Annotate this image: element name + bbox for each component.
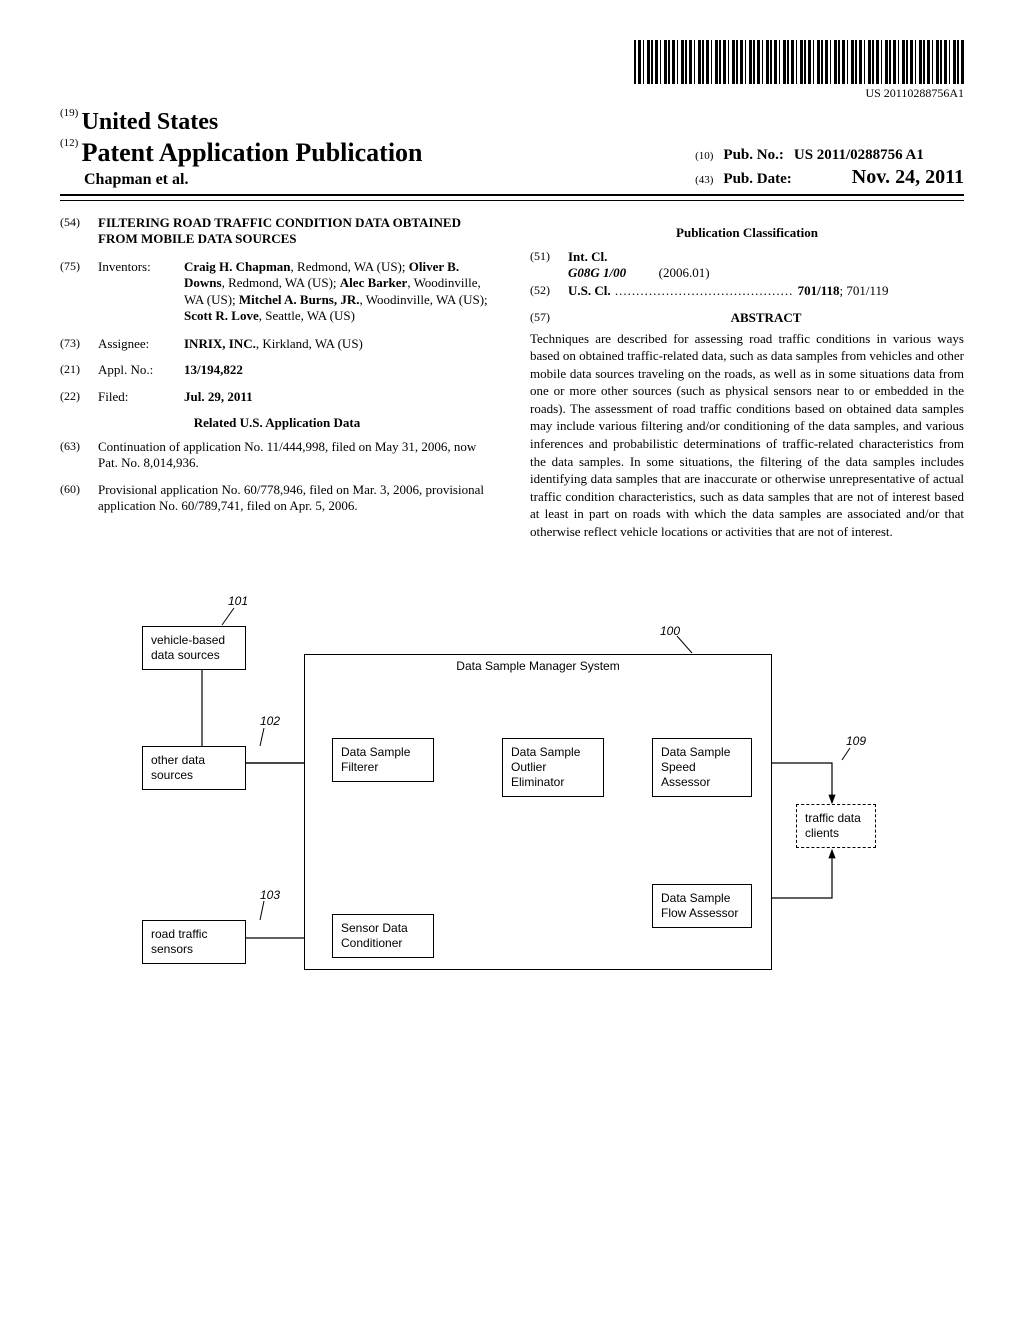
field-54-num: (54) — [60, 215, 88, 248]
figure-diagram: 101 102 103 100 104 105 106 107 108 109 … — [132, 588, 892, 1008]
classification-head: Publication Classification — [530, 225, 964, 241]
barcode — [634, 40, 964, 84]
box-outlier-eliminator: Data SampleOutlierEliminator — [502, 738, 604, 797]
field-57-num: (57) — [530, 310, 558, 326]
pubdate-value: Nov. 24, 2011 — [852, 165, 964, 190]
code-43: (43) — [695, 174, 713, 188]
label-109: 109 — [846, 734, 866, 749]
box-flow-assessor: Data SampleFlow Assessor — [652, 884, 752, 928]
field-21-num: (21) — [60, 362, 88, 378]
appl-no: 13/194,822 — [184, 362, 494, 378]
abstract-text: Techniques are described for assessing r… — [530, 330, 964, 541]
field-51-label: Int. Cl. — [568, 249, 607, 264]
dsms-title: Data Sample Manager System — [456, 659, 619, 673]
field-52-label: U.S. Cl. — [568, 283, 611, 298]
intcl-code: G08G 1/00 — [568, 265, 626, 280]
field-60-num: (60) — [60, 482, 88, 515]
code-10: (10) — [695, 150, 713, 164]
label-103: 103 — [260, 888, 280, 903]
pubdate-label: Pub. Date: — [723, 170, 791, 189]
code-12: (12) — [60, 137, 78, 149]
header-divider — [60, 200, 964, 201]
box-other-data-sources: other datasources — [142, 746, 246, 790]
field-21-label: Appl. No.: — [98, 362, 174, 378]
related-head: Related U.S. Application Data — [60, 415, 494, 431]
intcl-date: (2006.01) — [659, 265, 710, 280]
box-vehicle-data-sources: vehicle-baseddata sources — [142, 626, 246, 670]
authors-line: Chapman et al. — [84, 170, 423, 190]
field-73-label: Assignee: — [98, 336, 174, 352]
code-19: (19) — [60, 107, 78, 119]
field-22-label: Filed: — [98, 389, 174, 405]
pubno-value: US 2011/0288756 A1 — [794, 146, 924, 165]
assignee: INRIX, INC., Kirkland, WA (US) — [184, 336, 494, 352]
field-75-num: (75) — [60, 259, 88, 324]
field-52-dots: ........................................… — [611, 283, 798, 298]
abstract-head: ABSTRACT — [731, 310, 802, 325]
field-60-value: Provisional application No. 60/778,946, … — [98, 482, 494, 515]
box-road-traffic-sensors: road trafficsensors — [142, 920, 246, 964]
label-100: 100 — [660, 624, 680, 639]
field-52-num: (52) — [530, 283, 558, 299]
box-traffic-data-clients: traffic dataclients — [796, 804, 876, 848]
inventors: Craig H. Chapman, Redmond, WA (US); Oliv… — [184, 259, 494, 324]
doc-type: Patent Application Publication — [82, 138, 423, 167]
label-102: 102 — [260, 714, 280, 729]
label-101: 101 — [228, 594, 248, 609]
filed-date: Jul. 29, 2011 — [184, 389, 494, 405]
field-63-num: (63) — [60, 439, 88, 472]
box-sensor-data-conditioner: Sensor DataConditioner — [332, 914, 434, 958]
field-51-num: (51) — [530, 249, 558, 282]
box-data-sample-filterer: Data SampleFilterer — [332, 738, 434, 782]
document-header: (19) United States (12) Patent Applicati… — [60, 107, 964, 196]
field-63-value: Continuation of application No. 11/444,9… — [98, 439, 494, 472]
field-73-num: (73) — [60, 336, 88, 352]
country: United States — [82, 109, 219, 135]
pubno-label: Pub. No.: — [723, 146, 783, 165]
field-22-num: (22) — [60, 389, 88, 405]
field-75-label: Inventors: — [98, 259, 174, 324]
box-speed-assessor: Data SampleSpeedAssessor — [652, 738, 752, 797]
invention-title: FILTERING ROAD TRAFFIC CONDITION DATA OB… — [98, 215, 494, 248]
uscl-value: 701/118; 701/119 — [798, 283, 889, 298]
barcode-number: US 20110288756A1 — [60, 86, 964, 101]
